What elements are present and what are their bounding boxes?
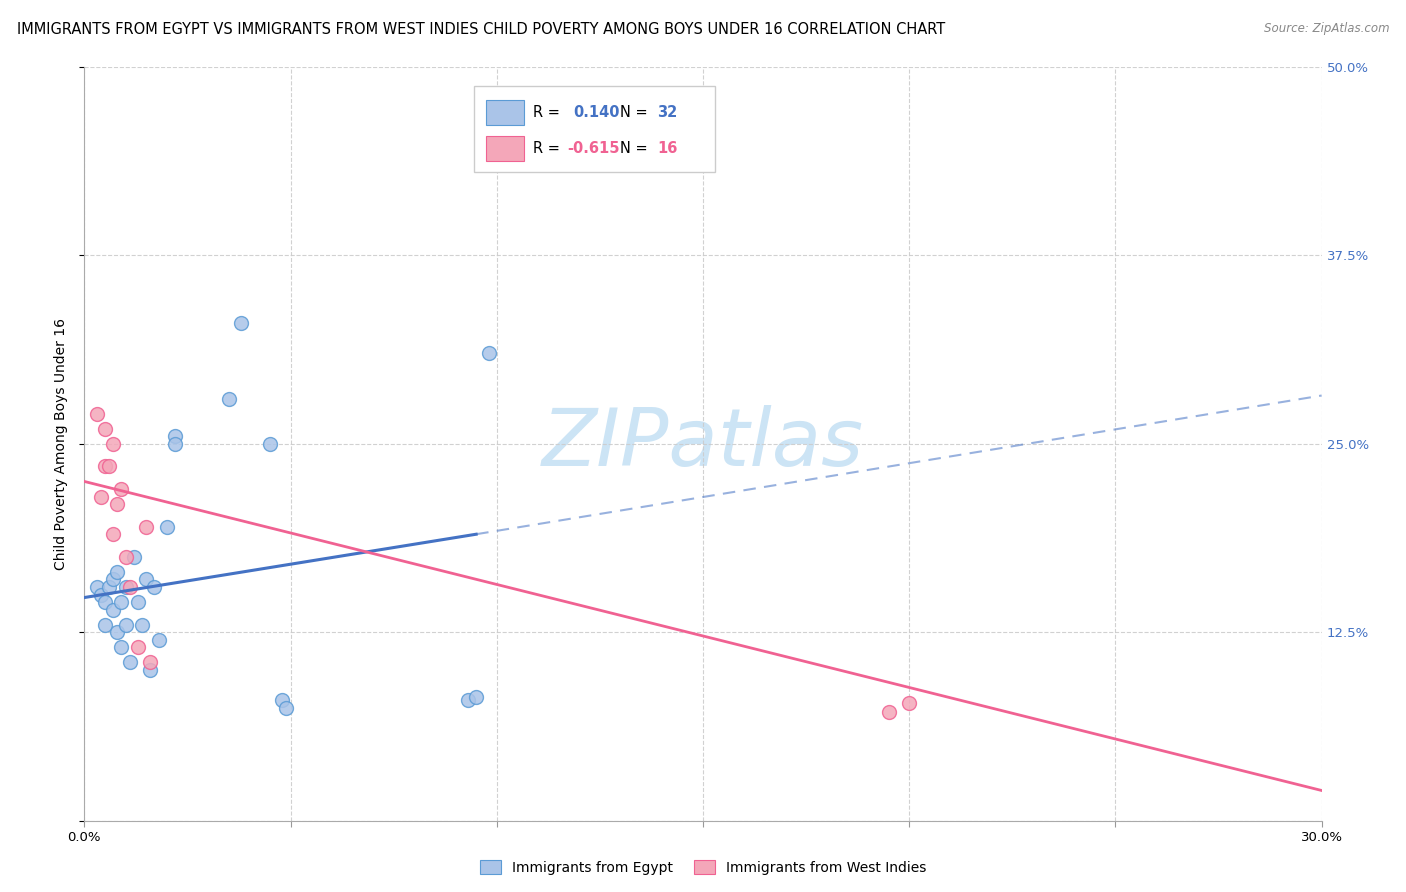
Text: 0.140: 0.140 (574, 104, 620, 120)
Point (122, 549, 145, 564)
Point (148, 632, 170, 647)
Point (127, 640, 149, 655)
Point (90, 588, 112, 602)
Point (118, 656, 141, 670)
Point (877, 705, 900, 719)
Point (139, 663, 162, 677)
Point (127, 595, 149, 609)
Point (103, 573, 125, 587)
Text: R =: R = (533, 141, 565, 156)
Point (165, 429, 187, 443)
Point (465, 690, 488, 704)
Text: 32: 32 (657, 104, 678, 120)
Point (114, 617, 136, 632)
Point (477, 346, 499, 360)
Point (98, 580, 121, 594)
Point (165, 437, 187, 451)
Point (103, 437, 125, 451)
Text: N =: N = (620, 141, 652, 156)
Legend: Immigrants from Egypt, Immigrants from West Indies: Immigrants from Egypt, Immigrants from W… (474, 855, 932, 880)
Point (105, 565, 128, 579)
Text: IMMIGRANTS FROM EGYPT VS IMMIGRANTS FROM WEST INDIES CHILD POVERTY AMONG BOYS UN: IMMIGRANTS FROM EGYPT VS IMMIGRANTS FROM… (17, 22, 945, 37)
Point (90, 490, 112, 504)
Point (86, 407, 108, 421)
Y-axis label: Child Poverty Among Boys Under 16: Child Poverty Among Boys Under 16 (55, 318, 69, 570)
Point (218, 392, 240, 406)
Point (143, 580, 166, 594)
Point (110, 482, 132, 496)
Point (94, 595, 117, 609)
Point (105, 497, 128, 511)
Point (98, 459, 121, 474)
Point (139, 656, 162, 670)
Text: -0.615: -0.615 (567, 141, 620, 156)
Point (94, 459, 117, 474)
Point (457, 693, 479, 707)
Point (103, 527, 125, 541)
Point (105, 625, 128, 640)
Point (118, 580, 141, 594)
Point (276, 700, 298, 714)
Point (156, 519, 179, 533)
Text: N =: N = (620, 104, 652, 120)
Text: Source: ZipAtlas.com: Source: ZipAtlas.com (1264, 22, 1389, 36)
Point (94, 617, 117, 632)
Point (131, 617, 153, 632)
Point (898, 696, 921, 710)
Text: ZIPatlas: ZIPatlas (541, 405, 865, 483)
Point (135, 573, 157, 587)
Point (259, 437, 281, 451)
Point (135, 519, 157, 533)
Point (103, 602, 125, 616)
Point (94, 422, 117, 436)
Point (110, 640, 132, 655)
Point (110, 595, 132, 609)
FancyBboxPatch shape (474, 86, 716, 172)
FancyBboxPatch shape (486, 100, 523, 125)
Point (114, 580, 136, 594)
Text: 16: 16 (657, 141, 678, 156)
Point (114, 549, 136, 564)
Point (271, 693, 294, 707)
Point (86, 580, 108, 594)
Point (229, 316, 252, 330)
FancyBboxPatch shape (486, 136, 523, 161)
Text: R =: R = (533, 104, 565, 120)
